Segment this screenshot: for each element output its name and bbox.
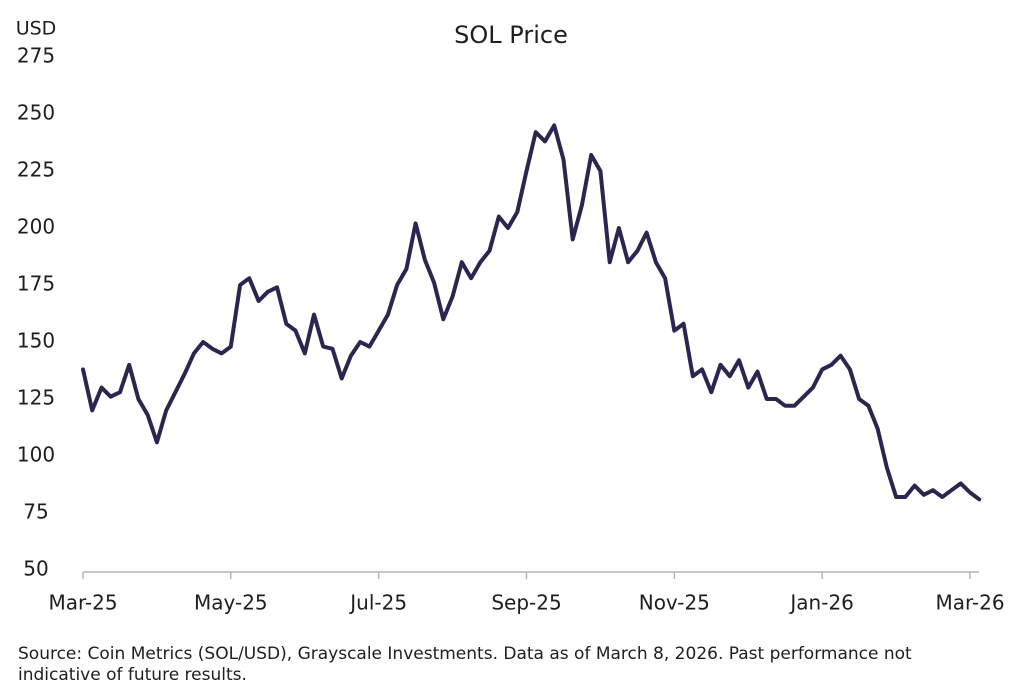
x-tick-label: Jul-25: [348, 591, 407, 615]
y-tick-label: 125: [17, 386, 55, 410]
y-tick-label: 175: [17, 272, 55, 296]
y-tick-label: 75: [23, 500, 48, 524]
y-tick-label: 200: [17, 215, 55, 239]
y-unit: USD: [16, 18, 57, 40]
footnote: indicative of future results.: [18, 665, 247, 684]
footnote: Source: Coin Metrics (SOL/USD), Grayscal…: [18, 644, 912, 664]
y-tick-label: 100: [17, 443, 55, 467]
x-tick-label: Mar-25: [48, 591, 117, 615]
y-tick-label: 50: [23, 557, 48, 581]
y-tick-label: 225: [17, 158, 55, 182]
y-tick-label: 150: [17, 329, 55, 353]
x-tick-label: Jan-26: [788, 591, 854, 615]
x-tick-label: May-25: [194, 591, 268, 615]
price-line: [81, 123, 982, 502]
y-tick-label: 250: [17, 101, 55, 125]
x-tick-label: Sep-25: [491, 591, 561, 615]
x-tick-label: Mar-26: [935, 591, 1004, 615]
x-tick-label: Nov-25: [639, 591, 710, 615]
chart-title: SOL Price: [454, 21, 568, 49]
y-tick-label: 275: [17, 44, 55, 68]
